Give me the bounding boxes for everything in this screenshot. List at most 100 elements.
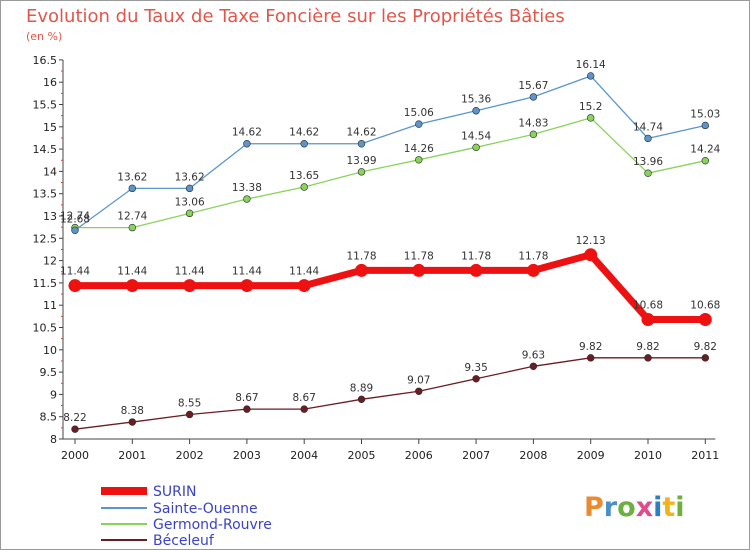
logo-letter: t bbox=[662, 492, 675, 523]
data-point bbox=[71, 425, 79, 433]
logo-letter: o bbox=[617, 492, 636, 523]
data-label: 14.24 bbox=[690, 144, 720, 156]
data-point bbox=[357, 140, 366, 148]
y-tick-label: 13 bbox=[43, 210, 57, 223]
data-point bbox=[357, 168, 366, 176]
series-line bbox=[75, 251, 706, 323]
y-tick-label: 8.5 bbox=[40, 411, 58, 424]
data-label: 8.22 bbox=[63, 412, 86, 424]
data-label: 11.44 bbox=[289, 266, 319, 278]
series-germond-rouvre bbox=[71, 114, 709, 232]
series-line bbox=[74, 357, 706, 430]
data-label: 15.03 bbox=[690, 108, 720, 120]
data-label: 11.44 bbox=[117, 266, 147, 278]
chart-title: Evolution du Taux de Taxe Foncière sur l… bbox=[26, 6, 565, 27]
data-point bbox=[415, 120, 423, 128]
data-point bbox=[641, 312, 655, 326]
y-tick-label: 12.5 bbox=[33, 232, 58, 245]
x-tick-label: 2008 bbox=[519, 449, 547, 462]
data-label: 9.35 bbox=[464, 362, 487, 374]
data-label: 14.54 bbox=[461, 130, 491, 142]
data-label: 8.67 bbox=[235, 392, 258, 404]
data-label: 13.62 bbox=[117, 171, 147, 183]
data-label: 15.06 bbox=[404, 107, 434, 119]
series-sainte-ouenne bbox=[71, 72, 709, 234]
data-label: 11.44 bbox=[232, 266, 262, 278]
data-point bbox=[644, 354, 652, 362]
x-tick-label: 2002 bbox=[176, 449, 204, 462]
data-label: 14.62 bbox=[232, 127, 262, 139]
data-point bbox=[183, 279, 197, 293]
series-line bbox=[74, 75, 706, 231]
data-point bbox=[128, 184, 137, 193]
data-point bbox=[644, 169, 652, 177]
data-point bbox=[586, 354, 595, 362]
data-label: 14.74 bbox=[633, 121, 663, 133]
data-point bbox=[300, 405, 308, 413]
data-label: 12.68 bbox=[60, 213, 90, 225]
y-tick-label: 14.5 bbox=[33, 143, 58, 156]
data-point bbox=[529, 93, 538, 101]
data-label: 12.74 bbox=[60, 211, 90, 223]
data-label: 11.78 bbox=[518, 250, 548, 262]
data-point bbox=[243, 405, 251, 413]
x-tick-label: 2009 bbox=[577, 449, 605, 462]
data-point bbox=[415, 156, 423, 164]
x-tick-label: 2006 bbox=[405, 449, 433, 462]
x-tick-label: 2011 bbox=[691, 449, 719, 462]
data-label: 13.06 bbox=[175, 196, 205, 208]
data-label: 9.63 bbox=[522, 349, 545, 361]
data-label: 16.14 bbox=[576, 59, 606, 71]
data-point bbox=[128, 418, 137, 426]
x-tick-label: 2007 bbox=[462, 449, 490, 462]
y-tick-label: 9.5 bbox=[40, 366, 58, 379]
data-label: 12.13 bbox=[576, 235, 606, 247]
data-point bbox=[71, 226, 79, 234]
data-point bbox=[355, 263, 368, 277]
legend-label: Germond-Rouvre bbox=[153, 517, 272, 533]
data-point bbox=[185, 410, 194, 419]
data-point bbox=[297, 279, 311, 293]
x-tick-label: 2003 bbox=[233, 449, 261, 462]
y-tick-label: 15 bbox=[43, 121, 57, 134]
data-label: 12.74 bbox=[117, 211, 147, 223]
logo-letter: i bbox=[675, 492, 684, 523]
series-layer bbox=[68, 72, 712, 433]
proxiti-logo: Proxiti bbox=[584, 492, 685, 523]
data-label: 11.78 bbox=[346, 250, 376, 262]
y-tick-label: 16.5 bbox=[33, 54, 58, 67]
x-tick-label: 2000 bbox=[61, 449, 89, 462]
data-label: 8.55 bbox=[178, 397, 201, 409]
series-surin bbox=[68, 248, 712, 326]
data-label: 13.38 bbox=[232, 182, 262, 194]
data-label: 14.62 bbox=[346, 127, 376, 139]
data-point bbox=[185, 184, 194, 193]
data-label: 15.36 bbox=[461, 94, 491, 106]
y-tick-label: 9 bbox=[50, 388, 57, 401]
data-point bbox=[125, 279, 139, 293]
axes: 8 8.5 9 9.5 10 10.5 11 11.5 12 12.5 13 13.5 14 14.5 15… bbox=[33, 54, 720, 462]
data-label: 11.78 bbox=[461, 250, 491, 262]
data-label: 10.68 bbox=[690, 299, 720, 311]
x-tick-label: 2005 bbox=[348, 449, 376, 462]
y-tick-label: 11.5 bbox=[33, 277, 58, 290]
data-point bbox=[68, 279, 82, 293]
y-tick-label: 15.5 bbox=[33, 99, 58, 112]
data-label: 8.38 bbox=[121, 405, 144, 417]
series-line bbox=[75, 117, 706, 229]
data-point bbox=[701, 156, 709, 165]
data-point bbox=[300, 183, 308, 191]
data-point bbox=[584, 248, 598, 262]
data-label: 11.78 bbox=[404, 250, 434, 262]
data-label: 9.82 bbox=[636, 341, 659, 353]
data-label: 14.62 bbox=[289, 127, 319, 139]
data-label: 15.67 bbox=[518, 80, 548, 92]
x-tick-label: 2010 bbox=[634, 449, 662, 462]
data-label: 10.68 bbox=[633, 299, 663, 311]
y-tick-label: 14 bbox=[43, 165, 57, 178]
data-label: 11.44 bbox=[175, 266, 205, 278]
data-point bbox=[185, 209, 194, 218]
data-label: 9.07 bbox=[407, 374, 430, 386]
